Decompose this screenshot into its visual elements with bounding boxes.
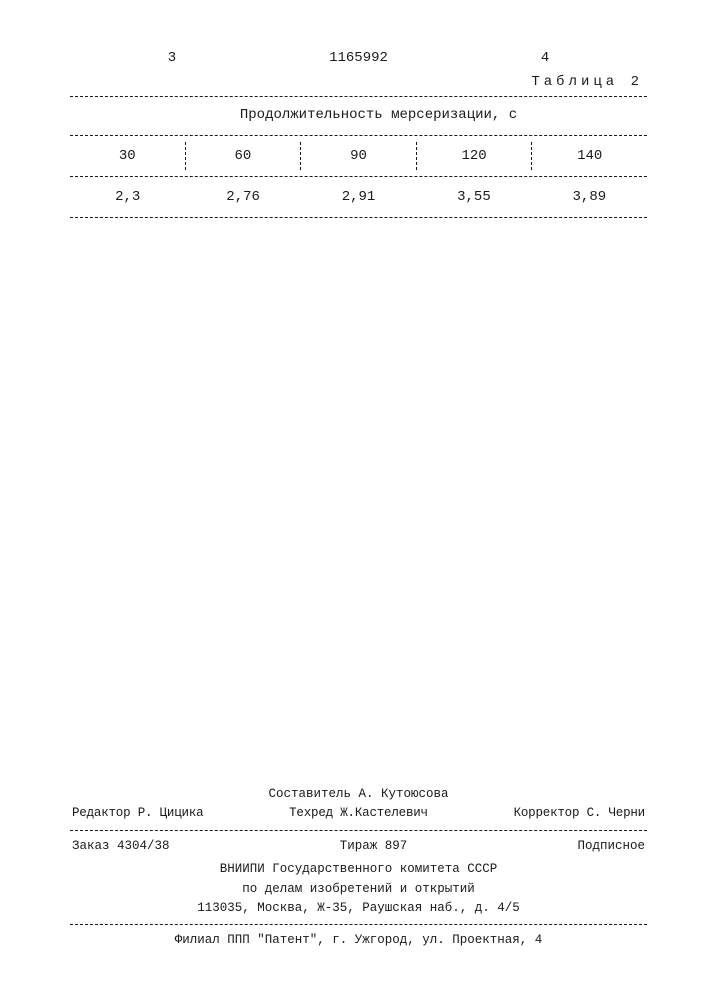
table-caption: Таблица 2 xyxy=(70,74,647,90)
document-number: 1165992 xyxy=(264,50,453,66)
editor: Редактор Р. Цицика xyxy=(72,804,203,823)
corrector: Корректор С. Черни xyxy=(514,804,645,823)
table-rule xyxy=(70,176,647,177)
colophon-rule xyxy=(70,924,647,925)
page-header: 3 1165992 4 xyxy=(70,50,647,66)
page-number-left: 3 xyxy=(80,50,264,66)
table-title: Продолжительность мерсеризации, с xyxy=(70,103,647,129)
table-header-row: 30 60 90 120 140 xyxy=(70,142,647,170)
table-cell: 2,91 xyxy=(301,183,416,211)
tirage: Тираж 897 xyxy=(170,837,578,856)
colophon: Составитель А. Кутоюсова Редактор Р. Циц… xyxy=(70,785,647,951)
address-1: 113035, Москва, Ж-35, Раушская наб., д. … xyxy=(70,899,647,918)
compiler-line: Составитель А. Кутоюсова xyxy=(70,785,647,804)
page-number-right: 4 xyxy=(453,50,637,66)
technical: Техред Ж.Кастелевич xyxy=(203,804,513,823)
table-row: 2,3 2,76 2,91 3,55 3,89 xyxy=(70,183,647,211)
table-rule xyxy=(70,217,647,218)
table-header-cell: 30 xyxy=(70,142,186,170)
table-cell: 3,89 xyxy=(532,183,647,211)
order: Заказ 4304/38 xyxy=(72,837,170,856)
table-header-cell: 140 xyxy=(532,142,647,170)
colophon-rule xyxy=(70,830,647,831)
subscript: Подписное xyxy=(577,837,645,856)
org-line-1: ВНИИПИ Государственного комитета СССР xyxy=(70,860,647,879)
table-header-cell: 120 xyxy=(417,142,533,170)
credits-line: Редактор Р. Цицика Техред Ж.Кастелевич К… xyxy=(70,804,647,823)
table-header-cell: 90 xyxy=(301,142,417,170)
table-cell: 3,55 xyxy=(416,183,531,211)
address-2: Филиал ППП "Патент", г. Ужгород, ул. Про… xyxy=(70,931,647,950)
table-rule xyxy=(70,96,647,97)
table-cell: 2,3 xyxy=(70,183,185,211)
print-line: Заказ 4304/38 Тираж 897 Подписное xyxy=(70,837,647,856)
table-header-cell: 60 xyxy=(186,142,302,170)
table-cell: 2,76 xyxy=(185,183,300,211)
org-line-2: по делам изобретений и открытий xyxy=(70,880,647,899)
data-table: Продолжительность мерсеризации, с 30 60 … xyxy=(70,96,647,218)
table-rule xyxy=(70,135,647,136)
